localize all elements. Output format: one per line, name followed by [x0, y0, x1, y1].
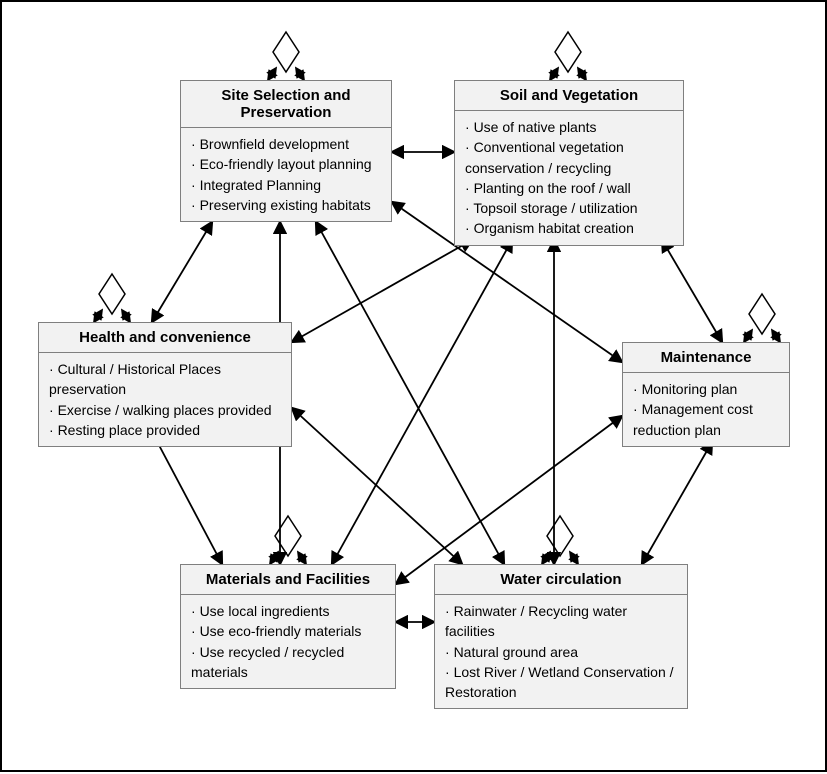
- node-item: Natural ground area: [445, 642, 677, 662]
- node-title: Materials and Facilities: [181, 565, 395, 595]
- self-loop-connector-mat: [270, 552, 278, 564]
- node-title: Water circulation: [435, 565, 687, 595]
- node-item: Preserving existing habitats: [191, 195, 381, 215]
- self-loop-connector-water: [570, 552, 578, 564]
- node-item: Organism habitat creation: [465, 218, 673, 238]
- node-item: Eco-friendly layout planning: [191, 154, 381, 174]
- diagram-frame: Site Selection and Preservation Brownfie…: [0, 0, 827, 772]
- node-item: Monitoring plan: [633, 379, 779, 399]
- node-water-circulation: Water circulation Rainwater / Recycling …: [434, 564, 688, 709]
- node-item: Exercise / walking places provided: [49, 400, 281, 420]
- self-loop-diamond-soil: [555, 32, 581, 72]
- self-loop-connector-maint: [772, 330, 780, 342]
- node-item: Use of native plants: [465, 117, 673, 137]
- node-title: Site Selection and Preservation: [181, 81, 391, 128]
- node-item: Rainwater / Recycling water facilities: [445, 601, 677, 642]
- self-loop-connector-health: [94, 310, 102, 322]
- node-body: Use local ingredientsUse eco-friendly ma…: [181, 595, 395, 688]
- node-materials-facilities: Materials and Facilities Use local ingre…: [180, 564, 396, 689]
- self-loop-connector-water: [542, 552, 550, 564]
- self-loop-diamond-water: [547, 516, 573, 556]
- node-site-selection: Site Selection and Preservation Brownfie…: [180, 80, 392, 222]
- edge-health-soil: [292, 240, 472, 342]
- node-item: Brownfield development: [191, 134, 381, 154]
- self-loop-connector-mat: [298, 552, 306, 564]
- node-body: Brownfield developmentEco-friendly layou…: [181, 128, 391, 221]
- node-title: Health and convenience: [39, 323, 291, 353]
- node-item: Use local ingredients: [191, 601, 385, 621]
- node-title: Soil and Vegetation: [455, 81, 683, 111]
- node-item: Use eco-friendly materials: [191, 621, 385, 641]
- node-item: Lost River / Wetland Conservation / Rest…: [445, 662, 677, 703]
- self-loop-diamond-site: [273, 32, 299, 72]
- node-body: Monitoring planManagement cost reduction…: [623, 373, 789, 446]
- node-item: Integrated Planning: [191, 175, 381, 195]
- node-item: Resting place provided: [49, 420, 281, 440]
- node-health-convenience: Health and convenience Cultural / Histor…: [38, 322, 292, 447]
- self-loop-diamond-mat: [275, 516, 301, 556]
- node-soil-vegetation: Soil and Vegetation Use of native plants…: [454, 80, 684, 246]
- self-loop-connector-maint: [744, 330, 752, 342]
- self-loop-diamond-health: [99, 274, 125, 314]
- node-body: Cultural / Historical Places preservatio…: [39, 353, 291, 446]
- edge-health-mat: [152, 432, 222, 564]
- self-loop-connector-soil: [578, 68, 586, 80]
- node-item: Conventional vegetation conservation / r…: [465, 137, 673, 178]
- node-item: Management cost reduction plan: [633, 399, 779, 440]
- node-body: Use of native plantsConventional vegetat…: [455, 111, 683, 245]
- edge-health-site: [152, 222, 212, 322]
- edge-maint-water: [642, 442, 712, 564]
- self-loop-connector-soil: [550, 68, 558, 80]
- self-loop-connector-site: [268, 68, 276, 80]
- edge-maint-mat: [396, 416, 622, 584]
- self-loop-connector-health: [122, 310, 130, 322]
- node-title: Maintenance: [623, 343, 789, 373]
- node-body: Rainwater / Recycling water facilitiesNa…: [435, 595, 687, 708]
- edge-soil-maint: [662, 240, 722, 342]
- node-item: Topsoil storage / utilization: [465, 198, 673, 218]
- edge-health-water: [292, 408, 462, 564]
- self-loop-connector-site: [296, 68, 304, 80]
- node-item: Planting on the roof / wall: [465, 178, 673, 198]
- node-maintenance: Maintenance Monitoring planManagement co…: [622, 342, 790, 447]
- self-loop-diamond-maint: [749, 294, 775, 334]
- node-item: Cultural / Historical Places preservatio…: [49, 359, 281, 400]
- edge-soil-mat: [332, 240, 512, 564]
- node-item: Use recycled / recycled materials: [191, 642, 385, 683]
- edge-site-water: [316, 222, 504, 564]
